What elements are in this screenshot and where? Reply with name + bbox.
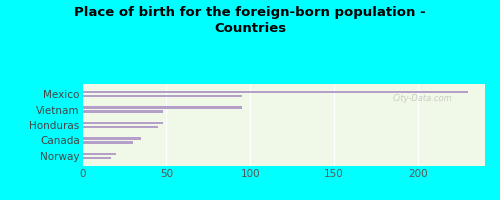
Bar [82, 126, 158, 128]
Bar [82, 137, 141, 140]
Bar [82, 91, 468, 93]
Text: Place of birth for the foreign-born population -
Countries: Place of birth for the foreign-born popu… [74, 6, 426, 35]
Text: City-Data.com: City-Data.com [392, 94, 452, 103]
Bar [82, 141, 133, 144]
Bar [82, 106, 242, 109]
Bar [82, 153, 116, 155]
Bar [82, 110, 163, 113]
Bar [82, 95, 242, 97]
Bar [82, 122, 163, 124]
Bar [82, 157, 111, 159]
